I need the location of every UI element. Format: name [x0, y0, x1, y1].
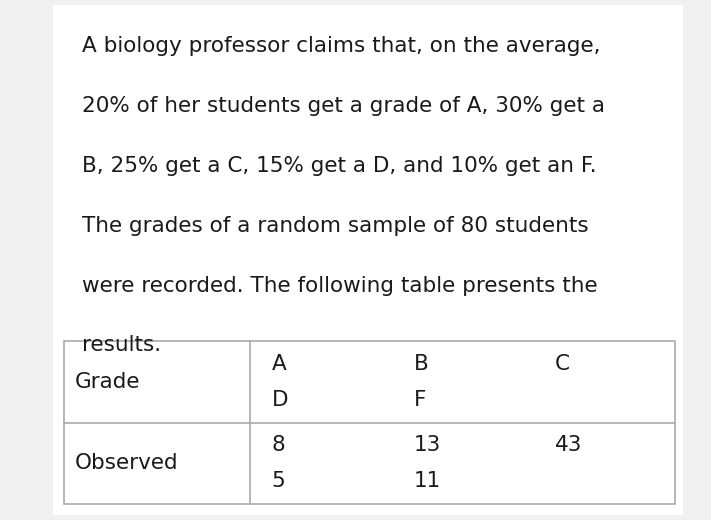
Text: 11: 11: [413, 472, 441, 491]
Bar: [64, 341, 675, 504]
Text: Grade: Grade: [75, 372, 140, 392]
Text: D: D: [272, 389, 288, 410]
Text: Observed: Observed: [75, 453, 178, 473]
Text: results.: results.: [82, 335, 161, 355]
Text: 5: 5: [272, 472, 286, 491]
Text: B: B: [413, 354, 428, 373]
Text: 20% of her students get a grade of A, 30% get a: 20% of her students get a grade of A, 30…: [82, 96, 605, 116]
FancyBboxPatch shape: [53, 5, 683, 515]
Text: A: A: [272, 354, 287, 373]
Text: B, 25% get a C, 15% get a D, and 10% get an F.: B, 25% get a C, 15% get a D, and 10% get…: [82, 156, 597, 176]
Text: 43: 43: [555, 435, 582, 456]
Text: The grades of a random sample of 80 students: The grades of a random sample of 80 stud…: [82, 216, 589, 236]
Text: 13: 13: [413, 435, 441, 456]
Text: A biology professor claims that, on the average,: A biology professor claims that, on the …: [82, 36, 600, 56]
Text: C: C: [555, 354, 570, 373]
Text: F: F: [413, 389, 426, 410]
Text: 8: 8: [272, 435, 286, 456]
Text: were recorded. The following table presents the: were recorded. The following table prese…: [82, 276, 597, 295]
